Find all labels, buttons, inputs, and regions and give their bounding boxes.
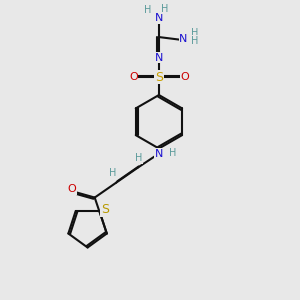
Text: H: H	[161, 4, 169, 14]
Text: H: H	[110, 168, 117, 178]
Text: N: N	[155, 53, 163, 63]
Text: O: O	[68, 184, 76, 194]
Text: N: N	[179, 34, 188, 44]
Text: H: H	[169, 148, 177, 158]
Text: S: S	[101, 203, 109, 216]
Text: O: O	[129, 72, 138, 82]
Text: H: H	[135, 153, 143, 163]
Text: N: N	[155, 148, 163, 159]
Text: N: N	[155, 13, 163, 23]
Text: H: H	[144, 5, 151, 15]
Text: H: H	[191, 36, 198, 46]
Text: S: S	[155, 71, 163, 84]
Text: O: O	[181, 72, 189, 82]
Text: H: H	[191, 28, 198, 38]
